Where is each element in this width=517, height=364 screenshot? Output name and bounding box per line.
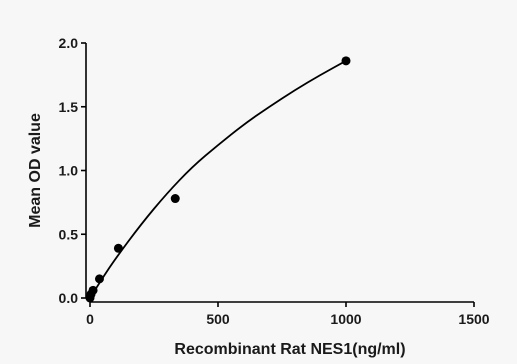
fit-curve-line bbox=[89, 60, 347, 299]
data-point bbox=[170, 194, 180, 204]
y-tick-label: 1.5 bbox=[59, 99, 79, 115]
plot-area: 0.0 0.5 1.0 1.5 2.0 0 500 1000 1500 Recombinant R… bbox=[27, 35, 490, 358]
y-axis-label: Mean OD value bbox=[27, 113, 44, 228]
y-tick-label: 0.0 bbox=[59, 290, 79, 306]
y-tick-label: 1.0 bbox=[59, 163, 79, 179]
data-point bbox=[113, 243, 123, 253]
x-tick-label: 1000 bbox=[330, 311, 361, 327]
y-tick-label: 2.0 bbox=[59, 35, 79, 51]
y-tick-label: 0.5 bbox=[59, 226, 79, 242]
x-tick-label: 0 bbox=[86, 311, 94, 327]
x-tick-label: 1500 bbox=[458, 311, 489, 327]
data-point bbox=[88, 285, 98, 295]
data-point bbox=[94, 274, 104, 284]
x-axis-label: Recombinant Rat NES1(ng/ml) bbox=[174, 341, 405, 358]
data-point bbox=[341, 56, 351, 66]
x-tick-label: 500 bbox=[206, 311, 230, 327]
